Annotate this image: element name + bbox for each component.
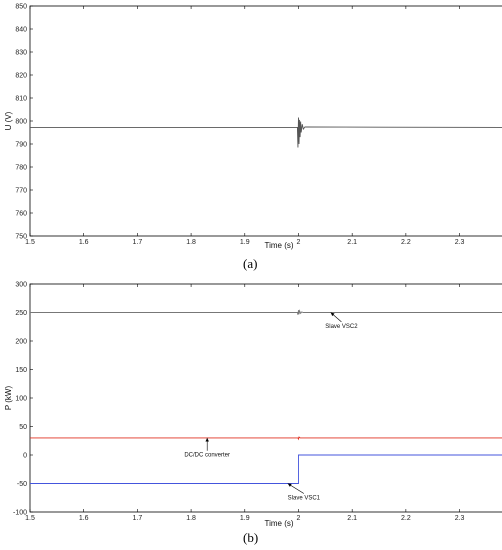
chart-a-x-tick-label: 2 [297, 239, 301, 246]
chart-a-x-tick-label: 1.5 [25, 239, 35, 246]
chart-b-series [30, 309, 502, 484]
chart-a: Time (s) U (V) 1.5 1.6 1.7 1.8 1.9 2 2.1 2.2 2.3… [4, 4, 502, 250]
chart-b-x-tick-label: 2.2 [401, 515, 411, 522]
annotation-arrowhead-slave-vsc1 [287, 483, 292, 487]
chart-a-x-tick-label: 2.1 [347, 239, 357, 246]
chart-a-y-tick-label: 790 [15, 142, 27, 149]
panel-label-b: (b) [243, 530, 259, 545]
chart-a-y-tick-label: 810 [15, 96, 27, 103]
annotation-slave-vsc2: Slave VSC2 [325, 324, 358, 330]
chart-a-x-tick-label: 2.2 [401, 239, 411, 246]
chart-b-slave-vsc1-line [30, 454, 502, 484]
chart-b-x-tick-label: 2.1 [347, 515, 357, 522]
chart-a-ticks: 1.51.61.71.81.922.12.22.32.4750760770780… [15, 4, 465, 247]
annotation-dc-dc-converter: DC/DC converter [184, 453, 230, 459]
chart-b-y-tick-label: 0 [23, 453, 27, 460]
chart-b-xlabel: Time (s) [264, 519, 293, 528]
chart-b-slave-vsc2-line [30, 309, 502, 315]
chart-a-x-tick-label: 1.8 [186, 239, 196, 246]
chart-b-y-tick-label: 300 [15, 282, 27, 289]
chart-b-x-tick-label: 2.3 [455, 515, 465, 522]
chart-b-x-tick-label: 1.9 [240, 515, 250, 522]
chart-a-y-tick-label: 820 [15, 73, 27, 80]
annotation-arrowhead-slave-vsc2 [330, 312, 335, 317]
chart-b-ticks: 1.51.61.71.81.922.12.22.32.4-100-5005010… [13, 282, 465, 523]
chart-a-frame [29, 5, 502, 237]
chart-a-y-tick-label: 840 [15, 27, 27, 34]
chart-a-y-tick-label: 780 [15, 165, 27, 172]
annotation-slave-vsc1: Slave VSC1 [288, 495, 321, 501]
chart-b-x-tick-label: 1.7 [133, 515, 143, 522]
chart-a-y-tick-label: 770 [15, 188, 27, 195]
chart-a-x-tick-label: 1.7 [133, 239, 143, 246]
chart-b-dc-dc-converter-line [30, 436, 502, 441]
chart-b-annotations: Slave VSC2 DC/DC converter Slave VSC1 [184, 312, 358, 501]
chart-b-y-tick-label: -50 [17, 481, 27, 488]
chart-b-x-tick-label: 1.6 [79, 515, 89, 522]
chart-b-y-tick-label: 150 [15, 367, 27, 374]
chart-a-y-tick-label: 760 [15, 211, 27, 218]
chart-b-y-tick-label: 200 [15, 339, 27, 346]
chart-b-x-tick-label: 1.8 [186, 515, 196, 522]
chart-a-y-tick-label: 830 [15, 50, 27, 57]
chart-a-y-tick-label: 750 [15, 234, 27, 241]
chart-b-y-tick-label: 250 [15, 310, 27, 317]
chart-a-y-tick-label: 850 [15, 4, 27, 11]
chart-a-series [30, 117, 502, 148]
chart-a-series-1-line [30, 117, 502, 148]
chart-a-x-tick-label: 1.6 [79, 239, 89, 246]
chart-a-y-tick-label: 800 [15, 119, 27, 126]
chart-b-x-tick-label: 1.5 [25, 515, 35, 522]
chart-b: Time (s) P (kW) 1.5 1.6 1.7 1.8 1.9 2 2.1 2.2 2.… [4, 282, 502, 528]
chart-a-x-tick-label: 1.9 [240, 239, 250, 246]
chart-b-y-tick-label: 50 [19, 424, 27, 431]
chart-b-frame [29, 283, 502, 513]
chart-b-y-tick-label: -100 [13, 510, 27, 517]
annotation-arrowhead-dc-dc-converter [205, 437, 209, 442]
chart-b-ylabel: P (kW) [4, 386, 13, 411]
chart-b-x-tick-label: 2 [297, 515, 301, 522]
chart-b-y-tick-label: 100 [15, 396, 27, 403]
panel-label-a: (a) [243, 256, 258, 271]
chart-a-xlabel: Time (s) [264, 241, 293, 250]
chart-a-x-tick-label: 2.3 [455, 239, 465, 246]
chart-a-ylabel: U (V) [4, 111, 13, 130]
